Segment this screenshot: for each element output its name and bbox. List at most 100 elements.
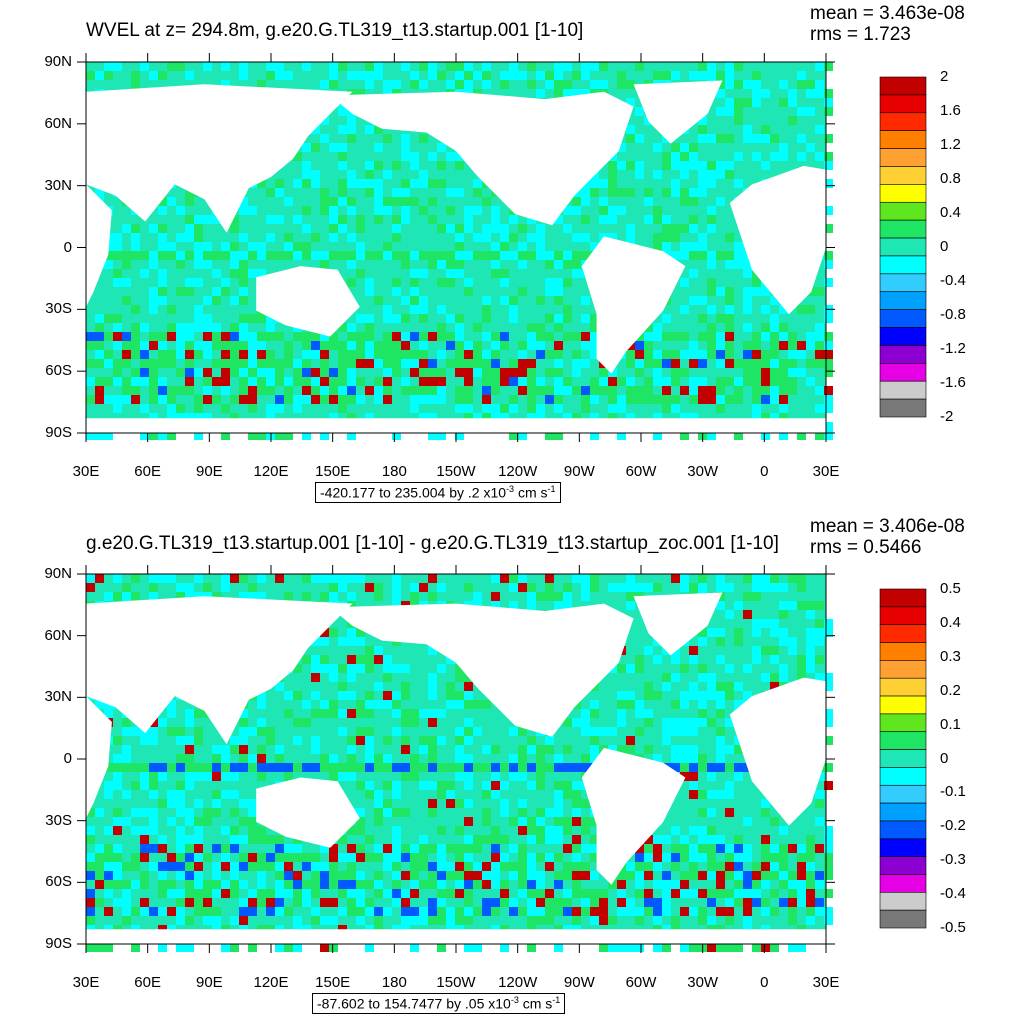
- bottom-colorbar-swatch: [879, 695, 927, 715]
- top-colorbar-swatch: [879, 380, 927, 400]
- top-colorbar-swatch: [879, 166, 927, 185]
- bottom-tick-marks: [77, 565, 835, 953]
- bottom-colorbar-label: -0.5: [940, 919, 966, 936]
- bottom-stat-mean: mean = 3.406e-08: [810, 516, 965, 537]
- bottom-colorbar-swatch: [879, 874, 927, 893]
- top-colorbar-swatch: [879, 76, 927, 96]
- top-colorbar-label: -1.2: [940, 340, 966, 357]
- bottom-range-unit: cm s: [518, 995, 553, 1012]
- bottom-colorbar-swatch: [879, 767, 927, 786]
- top-lon-label: 120E: [253, 463, 289, 480]
- top-south-america-land: [581, 236, 686, 374]
- bottom-lon-label: 60E: [134, 974, 162, 991]
- top-greenland-land: [633, 80, 723, 144]
- bottom-range-exp: -3: [510, 995, 519, 1005]
- top-colorbar-label: -0.4: [940, 272, 966, 289]
- bottom-antarctica-land: [86, 929, 826, 944]
- bottom-colorbar-swatch: [879, 588, 927, 608]
- top-colorbar-label: -0.8: [940, 306, 966, 323]
- top-lat-label: 30S: [45, 300, 72, 318]
- top-colorbar-label: -1.6: [940, 374, 966, 391]
- bottom-colorbar-swatch: [879, 892, 927, 911]
- bottom-lon-label: 0: [760, 974, 769, 991]
- bottom-lon-label: 60W: [625, 974, 657, 991]
- top-lat-label: 60S: [45, 362, 72, 380]
- bottom-lon-label: 30E: [72, 974, 100, 991]
- top-stat-mean: mean = 3.463e-08: [810, 3, 965, 24]
- bottom-africa-west-land: [86, 696, 112, 819]
- top-stat-rms: rms = 1.723: [810, 24, 911, 45]
- top-colorbar-swatch: [879, 255, 927, 275]
- top-colorbar-swatch: [879, 94, 927, 114]
- bottom-colorbar-swatch: [879, 802, 927, 822]
- bottom-lon-label: 30W: [687, 974, 719, 991]
- top-colorbar-swatch: [879, 327, 927, 346]
- bottom-lat-label: 0: [63, 750, 72, 767]
- top-colorbar-swatch: [879, 291, 927, 310]
- top-lon-label: 90W: [563, 463, 595, 480]
- bottom-eurasia-land: [86, 596, 353, 745]
- top-map-group: [77, 53, 927, 442]
- bottom-colorbar-swatch: [879, 660, 927, 679]
- top-lat-label: 0: [63, 238, 72, 256]
- top-range-unit: cm s: [514, 484, 548, 501]
- bottom-stats: mean = 3.406e-08 rms = 0.5466: [810, 516, 965, 558]
- bottom-lon-label: 120E: [253, 974, 289, 991]
- bottom-lon-label: 90W: [563, 974, 595, 991]
- top-lon-label: 60E: [134, 463, 162, 480]
- top-africa-west-land: [86, 184, 112, 307]
- top-colorbar-label: 0.4: [940, 204, 961, 221]
- top-eurasia-land: [86, 84, 353, 233]
- bottom-colorbar-swatch: [879, 677, 927, 697]
- top-lon-label: 30E: [812, 463, 840, 480]
- top-colorbar-label: 0.8: [940, 170, 961, 187]
- top-lat-label: 90N: [44, 53, 72, 70]
- bottom-lon-label: 150W: [436, 974, 476, 991]
- bottom-lat-label: 30S: [45, 811, 72, 829]
- bottom-colorbar-swatch: [879, 642, 927, 661]
- top-colorbar-swatch: [879, 273, 927, 293]
- top-colorbar-swatch: [879, 130, 927, 149]
- bottom-lat-label: 60S: [45, 873, 72, 891]
- top-australia-land: [256, 266, 360, 337]
- top-colorbar-label: 1.6: [940, 102, 961, 119]
- bottom-lon-label: 180: [381, 974, 407, 991]
- bottom-lat-label: 90S: [45, 935, 72, 952]
- bottom-colorbar-label: 0.2: [940, 681, 961, 699]
- top-stats: mean = 3.463e-08 rms = 1.723: [810, 3, 965, 45]
- bottom-greenland-land: [633, 592, 723, 656]
- top-range-box: -420.177 to 235.004 by .2 x10-3 cm s-1: [315, 482, 561, 503]
- top-colorbar-label: 1.2: [940, 136, 961, 153]
- bottom-colorbar-label: 0.3: [940, 647, 961, 665]
- bottom-range-box: -87.602 to 154.7477 by .05 x10-3 cm s-1: [312, 993, 566, 1014]
- bottom-panel-title: g.e20.G.TL319_t13.startup.001 [1-10] - g…: [86, 533, 779, 554]
- bottom-colorbar-label: 0.4: [940, 613, 961, 631]
- bottom-colorbar-label: -0.3: [940, 851, 966, 869]
- top-colorbar-swatch: [879, 363, 927, 382]
- bottom-colorbar-swatch: [879, 909, 927, 929]
- bottom-south-america-land: [581, 747, 686, 885]
- top-tick-marks: [77, 53, 835, 442]
- bottom-range-unit-exp: -1: [552, 995, 561, 1005]
- top-colorbar-swatch: [879, 184, 927, 203]
- top-lon-label: 0: [760, 463, 769, 480]
- bottom-lat-label: 90N: [44, 565, 72, 582]
- bottom-colorbar-label: 0.5: [940, 580, 961, 597]
- top-colorbar-swatch: [879, 219, 927, 239]
- bottom-colorbar: [879, 588, 927, 929]
- top-africa-land: [729, 165, 826, 315]
- top-colorbar-swatch: [879, 112, 927, 131]
- bottom-lon-label: 120W: [498, 974, 538, 991]
- bottom-north-america-land: [330, 603, 634, 737]
- bottom-lon-label: 30E: [812, 974, 840, 991]
- top-colorbar-swatch: [879, 345, 927, 364]
- top-lon-label: 30W: [687, 463, 719, 480]
- top-lon-label: 90E: [195, 463, 223, 480]
- top-colorbar: [879, 76, 927, 418]
- top-range-unit-exp: -1: [547, 484, 556, 494]
- bottom-colorbar-swatch: [879, 606, 927, 625]
- top-colorbar-swatch: [879, 309, 927, 328]
- bottom-colorbar-label: -0.1: [940, 783, 966, 801]
- top-range-text: -420.177 to 235.004 by .2 x10: [320, 484, 507, 501]
- top-colorbar-label: 0: [940, 238, 949, 255]
